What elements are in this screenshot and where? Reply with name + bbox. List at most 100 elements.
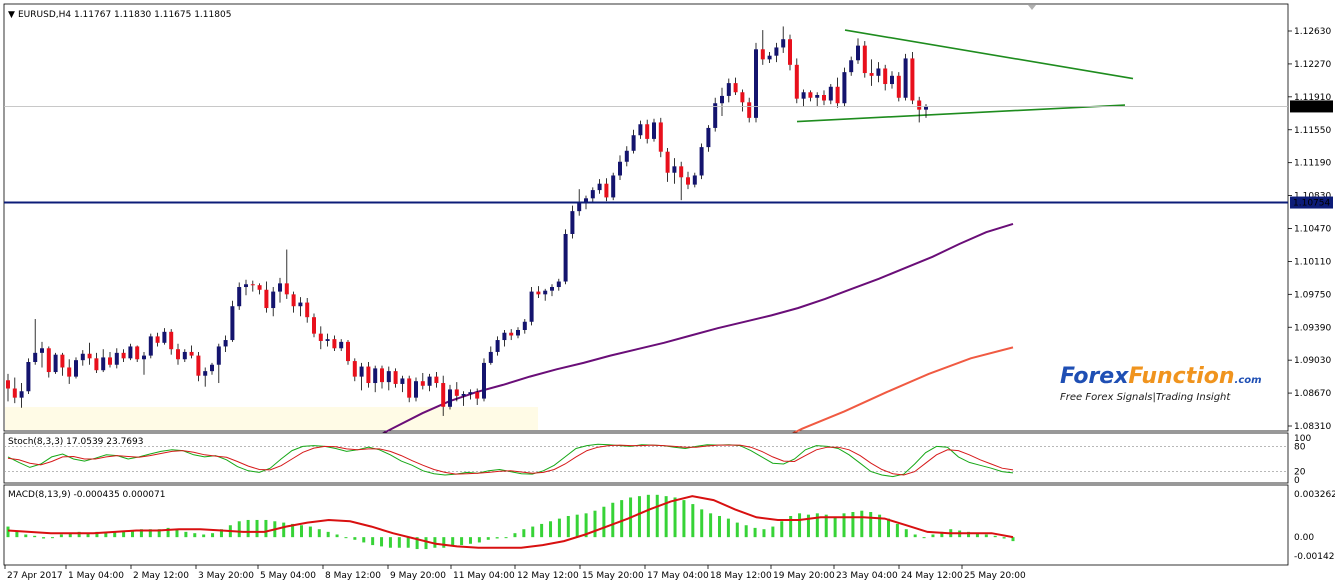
macd-histogram-bar <box>291 523 295 538</box>
macd-histogram-bar <box>406 537 410 548</box>
stoch-signal-line <box>7 444 1014 476</box>
stoch-tick-label: 80 <box>1294 442 1306 452</box>
candle-body <box>182 351 187 360</box>
candle-body <box>420 381 425 386</box>
candle-body <box>155 336 160 343</box>
candle-body <box>924 105 928 110</box>
time-tick-label: 15 May 20:00 <box>582 571 644 581</box>
candle-body <box>237 287 242 307</box>
stoch-panel <box>3 432 1289 484</box>
candle-body <box>509 332 514 336</box>
candle-body <box>114 352 119 365</box>
macd-histogram-bar <box>433 537 437 548</box>
macd-histogram-bar <box>335 534 339 538</box>
candle-body <box>108 357 112 365</box>
macd-histogram-bar <box>584 513 588 538</box>
macd-histogram-bar <box>575 514 579 538</box>
macd-histogram-bar <box>673 497 677 538</box>
macd-histogram-bar <box>451 537 455 547</box>
macd-tick-label: 0.00 <box>1294 533 1314 543</box>
time-tick-label: 17 May 04:00 <box>647 571 709 581</box>
macd-histogram-bar <box>42 537 46 539</box>
macd-signal-line <box>7 495 1014 549</box>
macd-histogram-bar <box>148 529 152 538</box>
candle-body <box>794 64 799 99</box>
macd-histogram-bar <box>24 534 28 538</box>
macd-histogram-bar <box>380 537 384 547</box>
candle-body <box>87 353 92 359</box>
candle-body <box>760 49 765 60</box>
candle-body <box>189 351 194 356</box>
macd-histogram-bar <box>299 525 303 538</box>
stoch-tick-label: 20 <box>1294 468 1306 478</box>
macd-histogram-bar <box>95 531 99 538</box>
candle-body <box>142 355 146 360</box>
macd-histogram-bar <box>718 515 722 538</box>
lower-trendline <box>796 104 1126 123</box>
candle-body <box>250 284 255 286</box>
candle-body <box>176 349 180 360</box>
moving-averages <box>314 222 1014 465</box>
candle-body <box>767 55 772 60</box>
candle-body <box>101 357 106 371</box>
macd-histogram-bar <box>86 533 90 538</box>
macd-histogram-bar <box>113 531 117 538</box>
macd-bars <box>6 494 1015 550</box>
candle-body <box>699 147 704 176</box>
candle-body <box>747 102 752 118</box>
macd-histogram-bar <box>424 537 428 550</box>
macd-histogram-bar <box>371 537 375 546</box>
candle-body <box>318 333 323 341</box>
macd-histogram-bar <box>611 502 615 538</box>
candle-body <box>60 354 65 368</box>
candle-body <box>876 68 881 76</box>
macd-label: MACD(8,13,9) -0.000435 0.000071 <box>8 490 165 500</box>
candle-body <box>543 290 548 295</box>
macd-panel <box>3 484 1289 566</box>
macd-histogram-bar <box>566 515 570 538</box>
macd-histogram-bar <box>922 537 926 539</box>
candle-body <box>774 47 779 56</box>
macd-histogram-bar <box>771 526 775 538</box>
stoch-label: Stoch(8,3,3) 17.0539 23.7693 <box>8 437 143 447</box>
macd-histogram-bar <box>931 534 935 538</box>
candle-body <box>597 183 602 191</box>
stoch-tick-label: 0 <box>1294 476 1300 486</box>
trendlines <box>796 29 1134 123</box>
price-axis: 1.126301.122701.119101.115501.111901.108… <box>1288 27 1333 432</box>
forexfunction-logo: ForexFunction.com Free Forex Signals|Tra… <box>1060 364 1262 403</box>
macd-histogram-bar <box>50 537 54 539</box>
price-tick-label: 1.09750 <box>1294 290 1331 300</box>
candle-body <box>461 393 466 396</box>
candle-body <box>434 376 439 384</box>
candle-body <box>366 366 371 384</box>
macd-histogram-bar <box>157 529 161 538</box>
candle-body <box>638 124 643 136</box>
candle-body <box>890 75 894 85</box>
stoch-main-line <box>7 443 1014 478</box>
candle-body <box>352 361 357 377</box>
macd-histogram-bar <box>33 535 37 538</box>
dropdown-arrow-icon[interactable]: ▼ <box>8 10 15 20</box>
shift-marker-icon[interactable] <box>1028 5 1036 10</box>
logo-text: ForexFunction.com <box>1060 364 1262 389</box>
candle-body <box>26 361 31 392</box>
ma-fast-line <box>759 346 1014 451</box>
candle-body <box>815 95 820 98</box>
macd-histogram-bar <box>851 512 855 538</box>
macd-histogram-bar <box>691 504 695 538</box>
candle-body <box>590 190 595 199</box>
price-tick-label: 1.09390 <box>1294 323 1331 333</box>
candle-body <box>754 49 758 118</box>
macd-histogram-bar <box>700 509 704 538</box>
macd-histogram-bar <box>15 531 19 538</box>
macd-histogram-bar <box>495 537 499 539</box>
time-tick-label: 25 May 20:00 <box>964 571 1026 581</box>
macd-histogram-bar <box>264 519 268 538</box>
macd-histogram-bar <box>655 494 659 538</box>
candle-body <box>373 368 378 384</box>
level-price-badge: 1.10754 <box>1293 199 1330 209</box>
macd-histogram-bar <box>486 537 490 540</box>
time-axis: 27 Apr 2017 1 May 04:00 2 May 12:00 3 May 2… <box>4 565 1026 581</box>
candle-body <box>19 391 24 398</box>
